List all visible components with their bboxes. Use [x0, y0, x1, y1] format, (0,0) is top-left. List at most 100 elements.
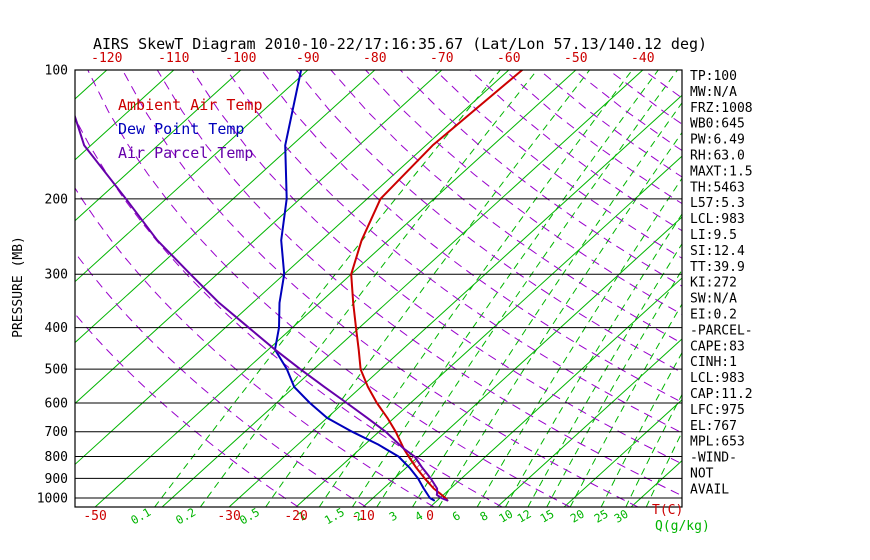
isotherm-line — [94, 70, 577, 507]
pressure-axis-title: PRESSURE (MB) — [11, 236, 26, 338]
stats-line: FRZ:1008 — [690, 101, 753, 116]
dry-adiabat-line — [504, 70, 682, 205]
isotherm-line — [75, 70, 242, 222]
mixing-ratio-line — [376, 70, 678, 507]
bottom-temp-tick-label: -10 — [351, 509, 374, 524]
grid-layer — [75, 70, 682, 507]
isotherm-line — [75, 70, 175, 161]
pressure-tick-label: 200 — [45, 192, 68, 207]
stats-line: SI:12.4 — [690, 244, 745, 259]
dry-adiabat-line — [434, 70, 682, 259]
isotherm-line — [563, 399, 682, 507]
temp-unit-label: T(C) — [652, 503, 683, 518]
isotherm-line — [496, 338, 682, 507]
stats-line: AVAIL — [690, 482, 729, 497]
dry-adiabat-line — [365, 70, 682, 316]
legend-ambient-air-temp: Ambient Air Temp — [118, 96, 263, 114]
stats-line: MAXT:1.5 — [690, 164, 753, 179]
pressure-tick-label: 600 — [45, 397, 68, 412]
bottom-temp-tick-label: -30 — [217, 509, 240, 524]
stats-line: SW:N/A — [690, 292, 737, 307]
isotherm-line — [630, 460, 682, 507]
stats-line: LI:9.5 — [690, 228, 737, 243]
dry-adiabat-line — [156, 70, 682, 497]
mixing-ratio-line — [645, 431, 682, 507]
mixing-ratio-tick-label: 30 — [612, 507, 631, 526]
stats-line: EL:767 — [690, 419, 737, 434]
stats-line: LCL:983 — [690, 212, 745, 227]
top-temp-tick-label: -100 — [225, 51, 256, 66]
mixing-ratio-line — [411, 101, 682, 507]
dry-adiabat-line — [75, 187, 435, 507]
bottom-temp-tick-label: -20 — [284, 509, 307, 524]
mixing-ratio-line — [351, 70, 659, 507]
air-parcel-curve — [75, 113, 449, 502]
stats-line: LFC:975 — [690, 403, 745, 418]
mixing-ratio-line — [476, 177, 682, 507]
mixing-ratio-tick-label: 4 — [412, 508, 425, 524]
isotherm-line — [429, 277, 682, 507]
mixing-ratio-tick-label: 25 — [592, 507, 611, 526]
bottom-temp-tick-label: 0 — [426, 509, 434, 524]
pressure-tick-label: 900 — [45, 472, 68, 487]
mixing-ratio-line — [625, 393, 682, 507]
mixing-ratio-tick-label: 10 — [496, 507, 515, 526]
top-temp-tick-label: -120 — [91, 51, 122, 66]
isotherm-line — [228, 94, 682, 507]
mixing-ratio-line — [199, 70, 538, 507]
mixing-ratio-tick-label: 20 — [568, 507, 587, 526]
mixing-ratio-line — [527, 242, 682, 507]
mixing-ratio-unit-label: Q(g/kg) — [655, 519, 710, 534]
legend: Ambient Air Temp Dew Point Temp Air Parc… — [118, 96, 263, 162]
pressure-tick-label: 700 — [45, 425, 68, 440]
plot-frame — [74, 69, 683, 508]
dry-adiabat-line — [399, 70, 682, 287]
top-temp-tick-label: -50 — [564, 51, 587, 66]
ambient-temp-curve — [350, 70, 524, 502]
stats-line: CINH:1 — [690, 355, 737, 370]
sounding-curves — [75, 70, 524, 502]
mixing-ratio-line — [265, 70, 590, 507]
dry-adiabat-line — [295, 70, 682, 374]
stats-line: KI:272 — [690, 276, 737, 291]
isotherm-line — [161, 70, 644, 507]
legend-dew-point-temp: Dew Point Temp — [118, 120, 244, 138]
dry-adiabat-line — [191, 70, 682, 465]
dry-adiabat-line — [122, 70, 639, 507]
dry-adiabat-line — [261, 70, 682, 403]
top-temp-tick-label: -60 — [497, 51, 520, 66]
pressure-tick-label: 500 — [45, 363, 68, 378]
mixing-ratio-line — [318, 70, 633, 507]
dry-adiabat-line — [330, 70, 682, 344]
dry-adiabat-line — [75, 117, 503, 507]
mixing-ratio-tick-label: 1.5 — [322, 505, 347, 528]
stats-line: NOT — [690, 467, 714, 482]
top-temp-tick-label: -70 — [430, 51, 453, 66]
stats-line: EI:0.2 — [690, 308, 737, 323]
stats-line: LCL:983 — [690, 371, 745, 386]
mixing-ratio-tick-label: 8 — [477, 508, 490, 524]
isotherm-line — [75, 70, 309, 283]
stats-panel: TP:100MW:N/AFRZ:1008WB0:645PW:6.49RH:63.… — [690, 69, 753, 497]
mixing-ratio-tick-label: 0.2 — [173, 505, 198, 528]
pressure-tick-label: 400 — [45, 321, 68, 336]
mixing-ratio-tick-label: 6 — [450, 508, 463, 524]
top-temp-tick-label: -80 — [363, 51, 386, 66]
stats-line: RH:63.0 — [690, 149, 745, 164]
mixing-ratio-tick-label: 0.1 — [128, 505, 153, 528]
isotherm-line — [295, 155, 682, 507]
stats-line: TH:5463 — [690, 180, 745, 195]
stats-line: PW:6.49 — [690, 133, 745, 148]
stats-line: TT:39.9 — [690, 260, 745, 275]
top-temp-tick-label: -110 — [158, 51, 189, 66]
mixing-ratio-line — [600, 351, 682, 507]
pressure-tick-label: 800 — [45, 450, 68, 465]
isotherm-line — [75, 70, 510, 466]
top-temp-tick-label: -40 — [631, 51, 654, 66]
isotherm-line — [362, 216, 682, 507]
stats-line: -WIND- — [690, 451, 737, 466]
mixing-ratio-line — [154, 70, 501, 507]
dew-point-curve — [274, 70, 435, 502]
